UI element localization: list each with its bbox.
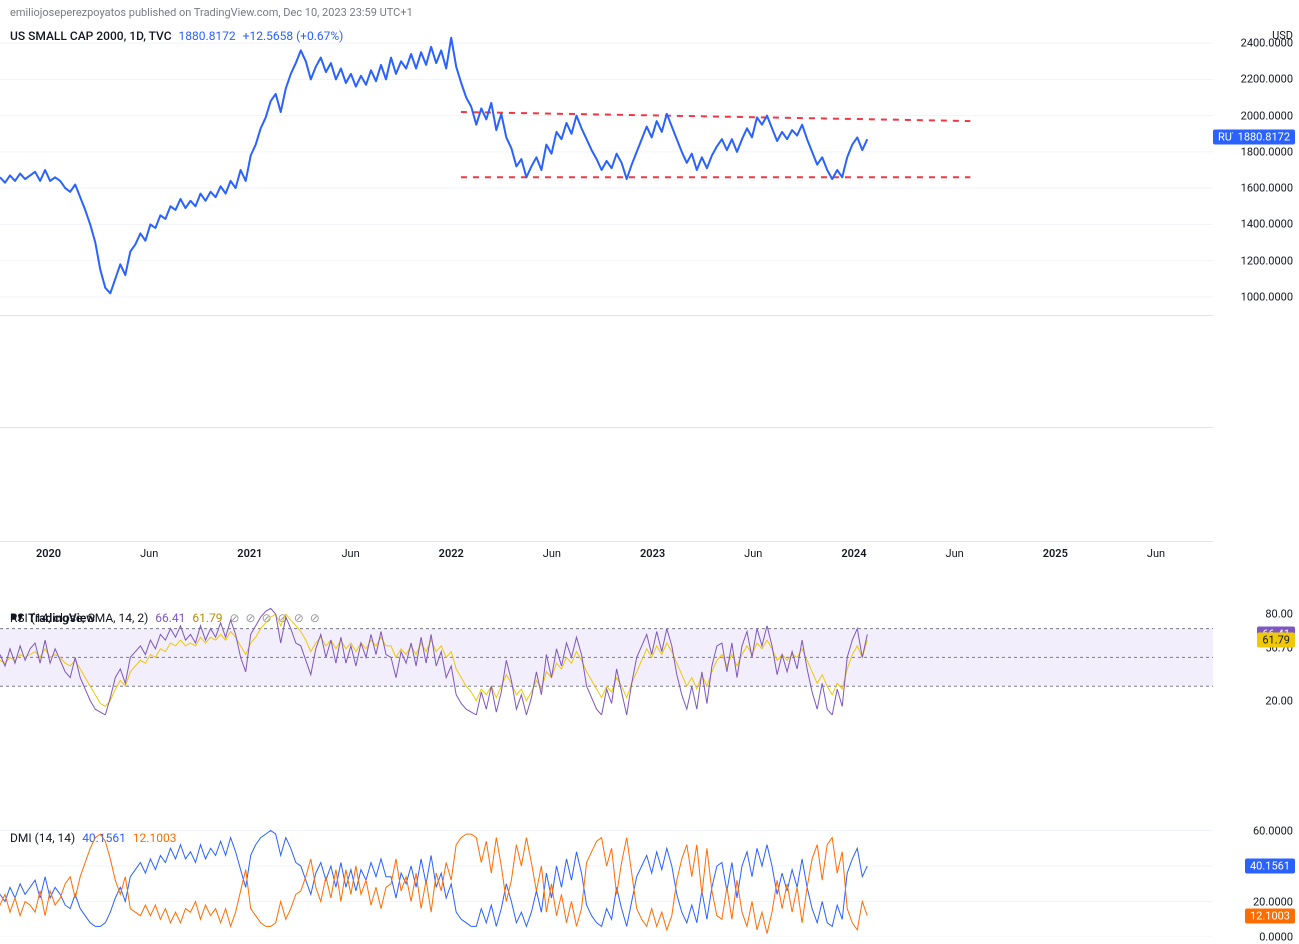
ytick-label: 80.00 <box>1265 608 1293 621</box>
rsi-panel[interactable]: RSI (14, close, SMA, 14, 2) 66.41 61.79 … <box>0 607 1299 715</box>
dmi-badge: 12.1003 <box>1245 908 1295 923</box>
xtick-label: 2021 <box>237 547 262 560</box>
ytick-label: 0.0000 <box>1259 931 1293 944</box>
ytick-label: 1600.0000 <box>1241 182 1293 195</box>
ytick-label: 1200.0000 <box>1241 254 1293 267</box>
rsi-badge: 61.79 <box>1257 633 1295 648</box>
time-axis[interactable]: 2020 Jun 2021 Jun 2022 Jun 2023 Jun 2024 Jun 2025 J… <box>0 547 1213 567</box>
dmi-badge: 40.1561 <box>1245 858 1295 873</box>
xtick-label: Jun <box>341 547 359 560</box>
panel-divider <box>0 541 1213 542</box>
ytick-label: 20.00 <box>1265 694 1293 707</box>
ytick-label: 2000.0000 <box>1241 109 1293 122</box>
panel-divider <box>0 315 1213 316</box>
xtick-label: Jun <box>1147 547 1165 560</box>
xtick-label: Jun <box>744 547 762 560</box>
dmi-yaxis[interactable]: 60.000040.000020.00000.000040.156112.100… <box>1213 827 1299 937</box>
xtick-label: Jun <box>946 547 964 560</box>
price-plot <box>0 25 1213 315</box>
ytick-label: 1400.0000 <box>1241 218 1293 231</box>
dmi-panel[interactable]: DMI (14, 14) 40.1561 12.1003 60.000040.0… <box>0 827 1299 937</box>
panel-divider <box>0 427 1213 428</box>
xtick-label: Jun <box>543 547 561 560</box>
xtick-label: 2023 <box>640 547 665 560</box>
xtick-label: 2022 <box>439 547 464 560</box>
xtick-label: 2020 <box>36 547 61 560</box>
xtick-label: Jun <box>140 547 158 560</box>
tv-logo-icon <box>10 611 24 625</box>
tradingview-logo[interactable]: TradingView <box>10 611 95 625</box>
ytick-label: 20.0000 <box>1253 895 1293 908</box>
publish-caption: emiliojoseperezpoyatos published on Trad… <box>10 6 413 19</box>
rsi-plot <box>0 607 1213 715</box>
xtick-label: 2024 <box>841 547 866 560</box>
ytick-label: 2400.0000 <box>1241 37 1293 50</box>
price-panel[interactable]: US SMALL CAP 2000, 1D, TVC 1880.8172 +12… <box>0 25 1299 315</box>
ytick-label: 60.0000 <box>1253 824 1293 837</box>
ytick-label: 1000.0000 <box>1241 290 1293 303</box>
price-yaxis[interactable]: USD 2400.00002200.00002000.00001800.0000… <box>1213 25 1299 315</box>
rsi-yaxis[interactable]: 80.0062.4056.7020.0066.4161.79 <box>1213 607 1299 715</box>
xtick-label: 2025 <box>1043 547 1068 560</box>
price-badge: 1880.8172 <box>1233 130 1295 145</box>
tv-logo-text: TradingView <box>28 611 95 625</box>
ytick-label: 1800.0000 <box>1241 145 1293 158</box>
ytick-label: 2200.0000 <box>1241 73 1293 86</box>
dmi-plot <box>0 827 1213 937</box>
chart-area: US SMALL CAP 2000, 1D, TVC 1880.8172 +12… <box>0 25 1299 533</box>
